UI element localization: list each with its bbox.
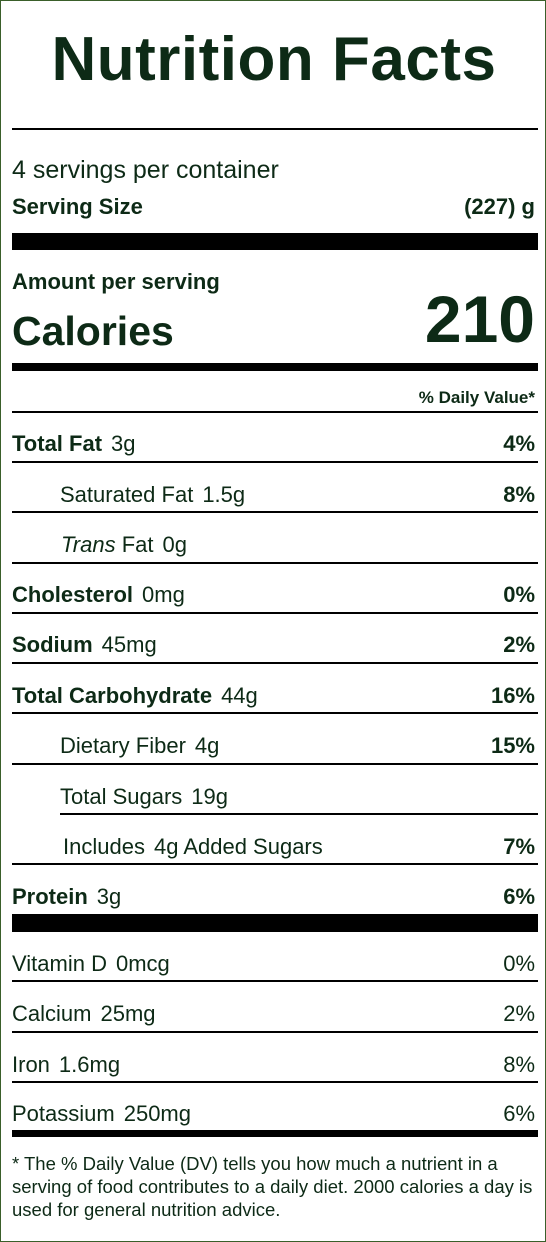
calories-label: Calories (12, 308, 174, 354)
nutrient-row-saturated-fat: Saturated Fat 1.5g (60, 484, 245, 506)
footnote-divider (12, 1130, 538, 1137)
nutrient-amount: 3g (111, 431, 136, 456)
vitamin-dv: 8% (503, 1052, 535, 1077)
row-divider (12, 863, 538, 865)
vitamin-amount: 25mg (100, 1001, 156, 1026)
vitamin-row-vitamin-d: Vitamin D 0mcg (12, 953, 170, 975)
vitamin-row-potassium: Potassium 250mg (12, 1103, 191, 1125)
nutrient-amount: 44g (221, 683, 258, 708)
nutrient-amount: 3g (96, 884, 122, 909)
row-divider (12, 1031, 538, 1033)
nutrient-dv: 4% (503, 431, 535, 456)
vitamin-dv: 6% (503, 1101, 535, 1126)
nutrient-row-total-sugars: Total Sugars 19g (60, 786, 228, 808)
title-divider (12, 128, 538, 130)
nutrient-dv: 2% (503, 632, 535, 657)
nutrient-name: Total Sugars (60, 784, 183, 809)
row-divider (12, 980, 538, 982)
nutrient-dv: 7% (503, 834, 535, 859)
nutrient-amount: 0g (162, 532, 188, 557)
nutrient-row-dietary-fiber: Dietary Fiber 4g (60, 735, 219, 757)
nutrient-row-cholesterol: Cholesterol 0mg (12, 584, 185, 606)
nutrient-name: Saturated Fat (60, 482, 194, 507)
nutrient-name: Sodium (12, 632, 93, 657)
vitamin-row-iron: Iron 1.6mg (12, 1054, 120, 1076)
vitamin-dv: 0% (503, 951, 535, 976)
row-divider (12, 612, 538, 614)
nutrient-name: Cholesterol (12, 582, 134, 607)
nutrient-amount: 4g Added Sugars (153, 834, 323, 859)
label-title: Nutrition Facts (51, 25, 497, 94)
nutrient-amount: 1.5g (202, 482, 246, 507)
vitamin-dv: 2% (503, 1001, 535, 1026)
row-divider (12, 712, 538, 714)
nutrient-dv: 16% (490, 683, 535, 708)
vitamin-name: Calcium (12, 1001, 92, 1026)
nutrient-name: Includes (63, 834, 145, 859)
nutrient-dv: 8% (503, 482, 535, 507)
amount-per-serving: Amount per serving (12, 269, 220, 294)
nutrient-name: Dietary Fiber (60, 733, 186, 758)
vitamin-name: Potassium (12, 1101, 115, 1126)
nutrient-name: Total Fat (12, 431, 103, 456)
footnote: * The % Daily Value (DV) tells you how m… (12, 1153, 533, 1220)
daily-value-header: % Daily Value* (418, 388, 535, 407)
row-divider (12, 662, 538, 664)
nutrient-dv: 0% (503, 582, 535, 607)
nutrient-name: Fat (121, 532, 154, 557)
nutrient-dv: 15% (490, 733, 535, 758)
thick-divider-top (12, 233, 538, 250)
vitamin-name: Iron (12, 1052, 50, 1077)
vitamin-row-calcium: Calcium 25mg (12, 1003, 156, 1025)
row-divider (12, 411, 538, 413)
row-divider (60, 813, 538, 815)
vitamin-amount: 1.6mg (58, 1052, 121, 1077)
servings-per-container: 4 servings per container (12, 156, 279, 184)
nutrient-dv: 6% (503, 884, 535, 909)
nutrient-name: Protein (12, 884, 88, 909)
nutrient-row-total-fat: Total Fat 3g (12, 433, 136, 455)
nutrient-row-total-carbohydrate: Total Carbohydrate 44g (12, 685, 258, 707)
row-divider (12, 562, 538, 564)
nutrient-name: Total Carbohydrate (12, 683, 213, 708)
nutrient-amount: 19g (191, 784, 229, 809)
nutrient-name-italic: Trans (61, 532, 116, 557)
row-divider (12, 511, 538, 513)
nutrient-amount: 4g (194, 733, 220, 758)
row-divider (12, 763, 538, 765)
nutrient-row-protein: Protein 3g (12, 886, 121, 908)
nutrient-amount: 45mg (101, 632, 157, 657)
nutrient-row-added-sugars: Includes 4g Added Sugars (63, 836, 323, 858)
vitamin-amount: 0mcg (115, 951, 170, 976)
nutrient-row-sodium: Sodium 45mg (12, 634, 157, 656)
vitamin-amount: 250mg (123, 1101, 191, 1126)
serving-size-value: (227) g (464, 194, 535, 219)
row-divider (12, 1081, 538, 1083)
nutrient-amount: 0mg (142, 582, 185, 607)
calories-value: 210 (424, 282, 535, 356)
row-divider (12, 461, 538, 463)
medium-divider (12, 363, 538, 371)
serving-size-label: Serving Size (12, 194, 143, 219)
thick-divider-vitamins (12, 914, 538, 932)
vitamin-name: Vitamin D (12, 951, 107, 976)
nutrient-row-trans-fat: Trans Fat 0g (61, 534, 187, 556)
